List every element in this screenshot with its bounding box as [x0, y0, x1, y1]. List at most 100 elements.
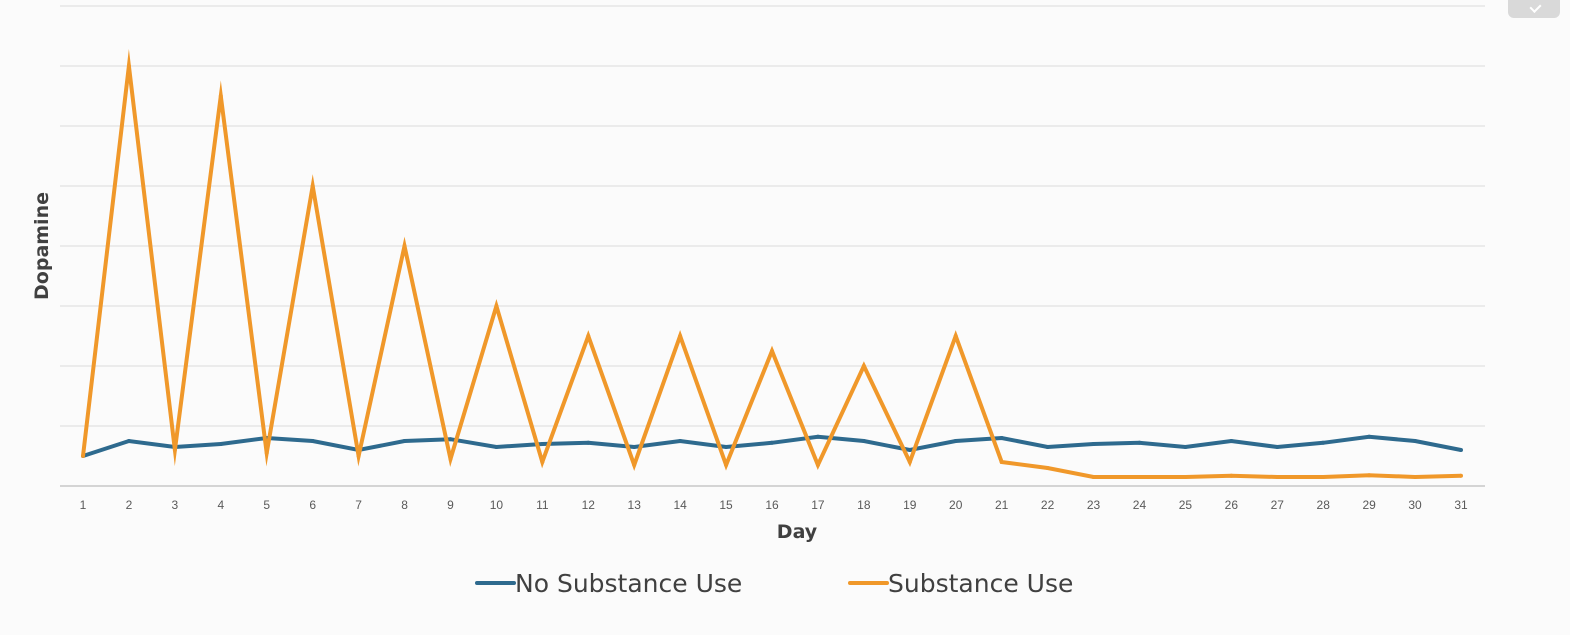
data-point-substance-use	[999, 460, 1004, 464]
data-point-no-substance-use	[1045, 445, 1050, 449]
y-axis-title: Dopamine	[31, 192, 53, 300]
data-point-substance-use	[81, 454, 85, 458]
data-point-substance-use	[172, 448, 177, 452]
data-point-no-substance-use	[1413, 439, 1418, 443]
data-point-substance-use	[770, 349, 774, 353]
data-point-substance-use	[1321, 475, 1326, 479]
data-point-no-substance-use	[1275, 445, 1280, 449]
legend-label-no-substance-use[interactable]: No Substance Use	[515, 569, 742, 598]
series-line-no-substance-use[interactable]	[82, 434, 1462, 458]
x-axis-title: Day	[777, 521, 818, 543]
x-tick-label: 29	[1362, 498, 1376, 512]
data-point-substance-use	[540, 460, 545, 464]
data-point-no-substance-use	[770, 440, 774, 445]
data-point-no-substance-use	[1229, 439, 1234, 443]
series-substance-use	[81, 49, 1463, 480]
x-tick-label: 12	[582, 498, 596, 512]
data-point-substance-use	[632, 463, 637, 467]
x-tick-label: 23	[1087, 498, 1101, 512]
x-tick-label: 7	[355, 498, 362, 512]
data-point-substance-use	[1459, 473, 1463, 478]
expand-chart-button[interactable]	[1508, 0, 1560, 18]
x-tick-label: 3	[172, 498, 179, 512]
data-point-no-substance-use	[310, 439, 315, 443]
x-tick-label: 25	[1179, 498, 1193, 512]
data-point-substance-use	[1183, 475, 1188, 479]
data-point-substance-use	[1091, 475, 1096, 479]
x-tick-label: 15	[719, 498, 733, 512]
data-point-substance-use	[218, 94, 223, 98]
x-tick-label: 22	[1041, 498, 1055, 512]
x-tick-label: 26	[1225, 498, 1239, 512]
data-point-substance-use	[953, 334, 958, 338]
data-point-no-substance-use	[448, 437, 453, 442]
data-point-no-substance-use	[953, 439, 958, 443]
data-point-no-substance-use	[632, 445, 637, 449]
data-point-no-substance-use	[861, 439, 866, 443]
data-point-no-substance-use	[494, 445, 499, 449]
x-tick-label: 24	[1133, 498, 1147, 512]
x-tick-labels: 1 2 3 4 5 6 7 8 9 10 11 12 13 14 15 16 17 18 19 20 21 22 23 24 2…	[80, 498, 1468, 512]
data-point-substance-use	[494, 304, 499, 308]
gridlines	[60, 5, 1485, 487]
x-tick-label: 30	[1408, 498, 1422, 512]
data-point-no-substance-use	[126, 439, 131, 443]
data-point-substance-use	[1137, 475, 1142, 479]
data-point-substance-use	[264, 451, 269, 455]
series-no-substance-use	[81, 434, 1463, 458]
data-point-no-substance-use	[540, 442, 545, 446]
data-point-no-substance-use	[1367, 434, 1372, 439]
x-tick-label: 10	[490, 498, 504, 512]
data-point-no-substance-use	[907, 448, 912, 452]
x-tick-label: 19	[903, 498, 917, 512]
data-point-substance-use	[1275, 475, 1280, 479]
x-tick-label: 4	[217, 498, 224, 512]
x-tick-label: 13	[628, 498, 642, 512]
data-point-substance-use	[1045, 466, 1050, 470]
data-point-substance-use	[448, 457, 453, 461]
x-tick-label: 2	[126, 498, 133, 512]
x-tick-label: 18	[857, 498, 871, 512]
data-point-no-substance-use	[1091, 442, 1096, 446]
data-point-no-substance-use	[586, 440, 591, 445]
chevron-down-icon	[1529, 0, 1542, 14]
data-point-no-substance-use	[815, 434, 820, 439]
data-point-substance-use	[1229, 473, 1234, 478]
data-point-no-substance-use	[1459, 448, 1463, 452]
data-point-no-substance-use	[1137, 440, 1142, 445]
x-tick-label: 9	[447, 498, 454, 512]
data-point-no-substance-use	[218, 442, 223, 446]
series-line-substance-use[interactable]	[81, 49, 1462, 480]
x-tick-label: 14	[673, 498, 687, 512]
data-point-no-substance-use	[999, 436, 1004, 440]
data-series	[81, 49, 1463, 480]
data-point-no-substance-use	[1183, 445, 1188, 449]
x-tick-label: 20	[949, 498, 963, 512]
x-tick-label: 16	[765, 498, 779, 512]
data-point-substance-use	[356, 454, 361, 458]
data-point-substance-use	[907, 460, 912, 464]
legend-label-substance-use[interactable]: Substance Use	[888, 569, 1073, 598]
x-tick-label: 21	[995, 498, 1009, 512]
data-point-substance-use	[1367, 473, 1372, 478]
x-tick-label: 8	[401, 498, 408, 512]
x-tick-label: 6	[309, 498, 316, 512]
data-point-no-substance-use	[724, 445, 729, 449]
data-point-substance-use	[586, 334, 591, 338]
x-tick-label: 5	[263, 498, 270, 512]
x-tick-label: 28	[1317, 498, 1331, 512]
data-point-substance-use	[402, 244, 407, 248]
x-tick-label: 27	[1271, 498, 1285, 512]
x-tick-label: 11	[536, 498, 549, 512]
data-point-substance-use	[815, 463, 820, 467]
x-tick-label: 17	[811, 498, 825, 512]
data-point-substance-use	[678, 334, 683, 338]
data-point-substance-use	[861, 364, 866, 368]
data-point-substance-use	[310, 184, 315, 188]
data-point-substance-use	[126, 64, 131, 68]
data-point-no-substance-use	[402, 439, 407, 443]
data-point-substance-use	[1413, 475, 1418, 479]
data-point-no-substance-use	[678, 439, 683, 443]
